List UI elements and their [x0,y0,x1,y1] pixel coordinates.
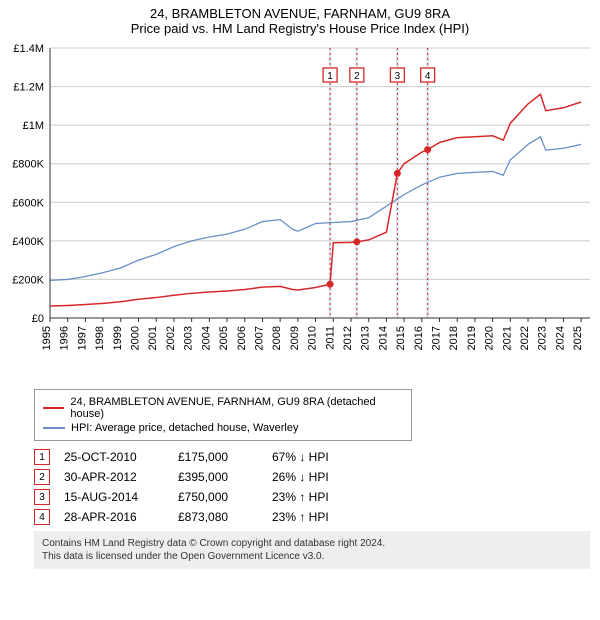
legend-item: 24, BRAMBLETON AVENUE, FARNHAM, GU9 8RA … [43,396,403,420]
footnote: Contains HM Land Registry data © Crown c… [34,531,590,569]
table-row: 1 25-OCT-2010 £175,000 67% ↓ HPI [34,449,590,465]
legend: 24, BRAMBLETON AVENUE, FARNHAM, GU9 8RA … [34,389,412,441]
transactions-table: 1 25-OCT-2010 £175,000 67% ↓ HPI 2 30-AP… [34,449,590,525]
svg-text:2018: 2018 [448,326,460,350]
svg-text:2024: 2024 [554,326,566,350]
transaction-marker: 4 [34,509,50,525]
svg-text:2011: 2011 [324,326,336,350]
svg-text:£0: £0 [32,313,44,325]
svg-text:2001: 2001 [147,326,159,350]
svg-text:2015: 2015 [395,326,407,350]
svg-text:2009: 2009 [289,326,301,350]
legend-label: 24, BRAMBLETON AVENUE, FARNHAM, GU9 8RA … [70,396,403,420]
svg-text:2005: 2005 [218,326,230,350]
footnote-line: Contains HM Land Registry data © Crown c… [42,537,582,550]
transaction-price: £873,080 [178,510,258,524]
svg-text:2022: 2022 [519,326,531,350]
transaction-price: £175,000 [178,450,258,464]
svg-text:2014: 2014 [377,326,389,350]
svg-text:£200K: £200K [12,274,44,286]
svg-text:2020: 2020 [484,326,496,350]
svg-text:2013: 2013 [360,326,372,350]
legend-item: HPI: Average price, detached house, Wave… [43,422,403,434]
transaction-date: 25-OCT-2010 [64,450,164,464]
svg-text:£600K: £600K [12,197,44,209]
transaction-date: 30-APR-2012 [64,470,164,484]
legend-swatch [43,407,64,409]
price-chart-svg: £0 £200K £400K £600K £800K £1M £1.2M £1.4M 1995 1… [0,38,600,378]
transaction-marker: 2 [34,469,50,485]
svg-text:2023: 2023 [537,326,549,350]
table-row: 2 30-APR-2012 £395,000 26% ↓ HPI [34,469,590,485]
svg-text:2019: 2019 [466,326,478,350]
svg-text:4: 4 [425,71,431,82]
table-row: 4 28-APR-2016 £873,080 23% ↑ HPI [34,509,590,525]
svg-text:£1.2M: £1.2M [13,82,44,94]
legend-swatch [43,427,65,429]
svg-text:1997: 1997 [76,326,88,350]
svg-text:1996: 1996 [59,326,71,350]
svg-text:2025: 2025 [572,326,584,350]
svg-text:2008: 2008 [271,326,283,350]
svg-text:2002: 2002 [165,326,177,350]
transaction-delta: 23% ↑ HPI [272,510,362,524]
svg-text:2: 2 [354,71,360,82]
chart-title-subtitle: Price paid vs. HM Land Registry's House … [4,21,596,36]
chart-area: £0 £200K £400K £600K £800K £1M £1.2M £1.4M 1995 1… [0,38,600,383]
chart-title-address: 24, BRAMBLETON AVENUE, FARNHAM, GU9 8RA [4,6,596,21]
svg-text:1998: 1998 [94,326,106,350]
svg-text:1: 1 [327,71,333,82]
svg-text:2010: 2010 [307,326,319,350]
svg-text:2007: 2007 [253,326,265,350]
transaction-delta: 67% ↓ HPI [272,450,362,464]
transaction-marker: 3 [34,489,50,505]
svg-text:2016: 2016 [413,326,425,350]
transaction-delta: 23% ↑ HPI [272,490,362,504]
transaction-date: 28-APR-2016 [64,510,164,524]
transaction-delta: 26% ↓ HPI [272,470,362,484]
svg-text:£1M: £1M [23,120,44,132]
svg-text:£1.4M: £1.4M [13,43,44,55]
svg-text:1995: 1995 [41,326,53,350]
footnote-line: This data is licensed under the Open Gov… [42,550,582,563]
svg-text:2003: 2003 [183,326,195,350]
table-row: 3 15-AUG-2014 £750,000 23% ↑ HPI [34,489,590,505]
transaction-price: £750,000 [178,490,258,504]
legend-label: HPI: Average price, detached house, Wave… [71,422,298,434]
chart-header: 24, BRAMBLETON AVENUE, FARNHAM, GU9 8RA … [0,0,600,38]
svg-text:2004: 2004 [200,326,212,350]
transaction-price: £395,000 [178,470,258,484]
svg-text:2006: 2006 [236,326,248,350]
transaction-date: 15-AUG-2014 [64,490,164,504]
svg-text:3: 3 [395,71,401,82]
page-root: 24, BRAMBLETON AVENUE, FARNHAM, GU9 8RA … [0,0,600,569]
svg-text:2000: 2000 [130,326,142,350]
svg-text:2021: 2021 [501,326,513,350]
svg-text:£400K: £400K [12,236,44,248]
svg-text:2017: 2017 [431,326,443,350]
svg-text:£800K: £800K [12,159,44,171]
transaction-marker: 1 [34,449,50,465]
svg-text:1999: 1999 [112,326,124,350]
svg-text:2012: 2012 [342,326,354,350]
